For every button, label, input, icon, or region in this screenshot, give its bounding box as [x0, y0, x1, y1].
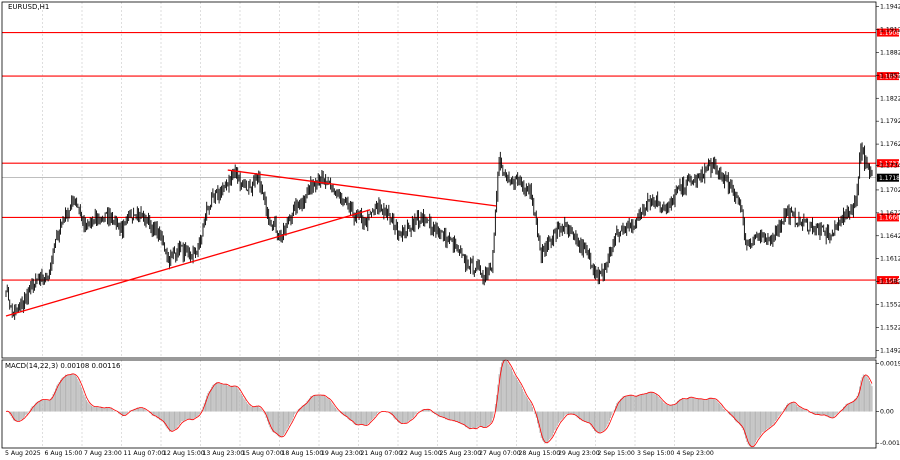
y-tick-label: 1.1672 — [880, 210, 900, 217]
trendline-resistance — [227, 169, 497, 207]
level-tag — [877, 28, 899, 37]
x-tick-label: 2 Sep 15:00 — [598, 450, 635, 457]
macd-title: MACD(14,22,3) 0.00108 0.00116 — [5, 362, 121, 370]
x-tick-label: 18 Aug 15:00 — [282, 450, 324, 457]
level-tag-label: 1.1851 — [879, 73, 900, 80]
x-tick-label: 25 Aug 23:00 — [440, 450, 482, 457]
x-tick-label: 27 Aug 07:00 — [479, 450, 521, 457]
macd-y-tick-label: 0.00 — [880, 409, 894, 416]
level-tag-label: 1.1666 — [879, 215, 900, 222]
current-price-tag — [877, 173, 899, 182]
x-tick-label: 15 Aug 07:00 — [242, 450, 284, 457]
x-tick-label: 28 Aug 15:00 — [519, 450, 561, 457]
level-tag — [877, 72, 899, 81]
x-tick-label: 4 Sep 23:00 — [677, 450, 714, 457]
x-tick-label: 12 Aug 15:00 — [163, 450, 205, 457]
y-tick-label: 1.1552 — [880, 302, 900, 309]
level-tag-label: 1.1908 — [879, 30, 900, 37]
level-tag — [877, 213, 899, 222]
price-axis: 1.1492 1.1522 1.1552 1.1582 1.1612 1.1642 1.16… — [876, 4, 900, 447]
x-tick-label: 5 Aug 2025 — [5, 450, 41, 457]
level-tag-label: 1.1584 — [879, 277, 900, 284]
y-tick-label: 1.1882 — [880, 49, 900, 56]
x-tick-label: 13 Aug 23:00 — [203, 450, 245, 457]
y-tick-label: 1.1792 — [880, 118, 900, 125]
level-tag — [877, 159, 899, 168]
level-tag-label: 1.1737 — [879, 160, 900, 167]
trendline-support — [5, 209, 371, 317]
x-tick-label: 7 Aug 23:00 — [84, 450, 122, 457]
x-tick-label: 11 Aug 07:00 — [124, 450, 166, 457]
macd-frame — [1, 359, 877, 449]
y-tick-label: 1.1582 — [880, 279, 900, 286]
y-tick-label: 1.1734 — [880, 162, 900, 169]
y-tick-label: 1.1522 — [880, 324, 900, 331]
chart-title: EURUSD,H1 — [8, 3, 50, 11]
x-tick-label: 3 Sep 15:00 — [637, 450, 674, 457]
price-frame — [1, 1, 877, 359]
x-tick-label: 19 Aug 23:00 — [321, 450, 363, 457]
current-price-label: 1.1718 — [879, 175, 900, 182]
y-tick-label: 1.1762 — [880, 141, 900, 148]
y-tick-label: 1.1852 — [880, 72, 900, 79]
y-tick-label: 1.1702 — [880, 187, 900, 194]
macd-signal-line — [5, 359, 873, 448]
frame — [1, 1, 877, 449]
levels: 1.1908 1.1851 1.1737 1.1666 1.1584 1.1718 — [2, 28, 900, 285]
x-tick-label: 21 Aug 07:00 — [361, 450, 403, 457]
x-tick-label: 29 Aug 23:00 — [558, 450, 600, 457]
trendlines — [5, 169, 497, 317]
time-axis: 5 Aug 2025 6 Aug 15:00 7 Aug 23:00 11 Aug 0… — [5, 450, 714, 457]
y-tick-label: 1.1612 — [880, 256, 900, 263]
candles — [5, 142, 873, 320]
y-tick-label: 1.1822 — [880, 95, 900, 102]
y-tick-label: 1.1492 — [880, 347, 900, 354]
y-tick-label: 1.1912 — [880, 27, 900, 34]
y-tick-label: 1.1642 — [880, 233, 900, 240]
x-tick-label: 22 Aug 15:00 — [400, 450, 442, 457]
x-tick-label: 6 Aug 15:00 — [45, 450, 83, 457]
macd-y-tick-label: -0.00126 — [880, 440, 900, 447]
grid — [42, 2, 675, 448]
macd-y-tick-label: 0.00192 — [880, 360, 900, 367]
macd-panel — [5, 359, 873, 448]
level-tag — [877, 276, 899, 285]
y-tick-label: 1.1942 — [880, 4, 900, 11]
